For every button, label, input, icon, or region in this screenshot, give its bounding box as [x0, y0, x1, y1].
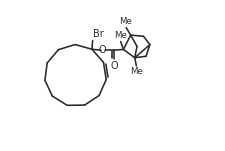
- Text: O: O: [99, 45, 107, 55]
- Text: Me: Me: [130, 67, 143, 76]
- Text: Br: Br: [93, 29, 104, 39]
- Text: Me: Me: [114, 31, 127, 40]
- Text: O: O: [110, 61, 118, 71]
- Text: Me: Me: [119, 17, 132, 26]
